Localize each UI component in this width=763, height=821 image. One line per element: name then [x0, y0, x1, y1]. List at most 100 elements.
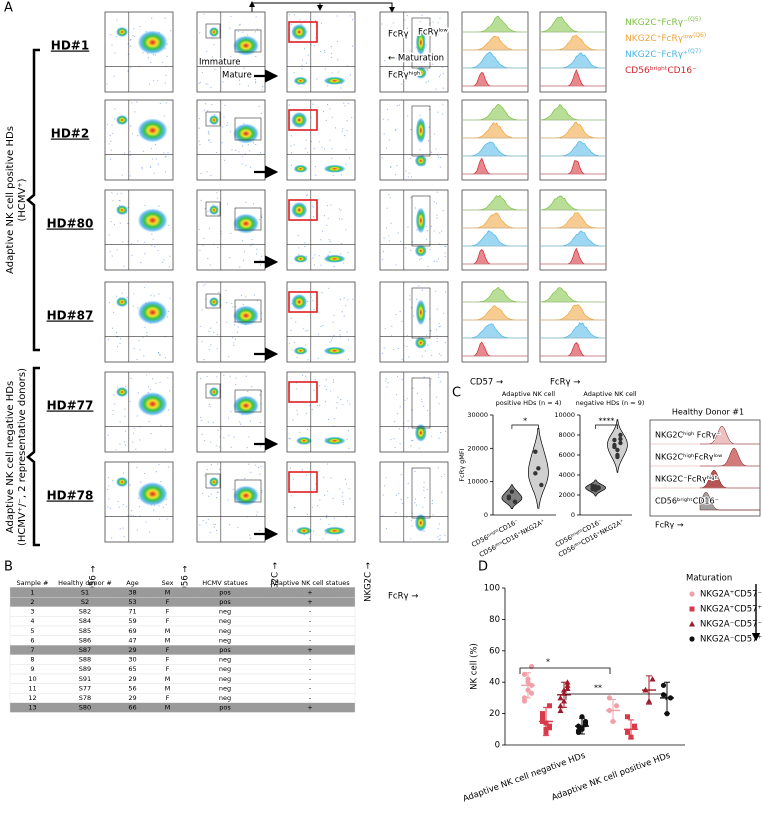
event-dot [118, 506, 120, 508]
event-dot [166, 518, 168, 520]
event-dot [116, 193, 118, 195]
event-dot [216, 321, 218, 323]
event-dot [201, 309, 203, 311]
event-dot [296, 409, 298, 411]
event-dot [129, 400, 131, 403]
gate [411, 17, 431, 69]
event-dot [245, 201, 247, 204]
data-point [512, 499, 518, 504]
data-point [547, 725, 552, 731]
event-dot [422, 506, 424, 508]
event-dot [318, 141, 320, 143]
event-dot [332, 497, 334, 500]
gate [411, 105, 431, 157]
density [209, 115, 219, 125]
event-dot [313, 488, 315, 490]
legend-marker [689, 621, 695, 627]
event-dot [340, 398, 342, 401]
event-dot [401, 379, 403, 381]
event-dot [322, 538, 324, 540]
event-dot [247, 390, 249, 393]
density [291, 24, 308, 40]
event-dot [129, 39, 131, 41]
table-cell: 29 [128, 646, 136, 654]
event-dot [383, 133, 385, 135]
event-dot [345, 483, 348, 485]
event-dot [396, 164, 398, 167]
legend-gate: (Q7) [688, 48, 701, 55]
event-dot [320, 239, 322, 241]
event-dot [425, 44, 427, 46]
event-dot [397, 347, 399, 350]
event-dot [395, 314, 397, 316]
legend-gate: (Q5) [688, 16, 701, 23]
density [209, 297, 219, 307]
event-dot [444, 252, 446, 254]
event-dot [320, 264, 322, 266]
event-dot [425, 238, 428, 240]
event-dot [132, 441, 134, 443]
data-point [612, 444, 617, 450]
event-dot [167, 377, 169, 379]
event-dot [260, 445, 262, 447]
event-dot [119, 528, 121, 530]
event-dot [340, 174, 343, 176]
event-dot [433, 58, 435, 60]
event-dot [146, 374, 148, 376]
event-dot [436, 260, 438, 263]
event-dot [410, 128, 412, 131]
event-dot [406, 15, 409, 17]
event-dot [442, 104, 444, 106]
event-dot [336, 539, 338, 541]
event-dot [419, 114, 421, 117]
table-cell: F [166, 656, 170, 664]
table-cell: + [307, 704, 312, 712]
event-dot [256, 248, 258, 250]
event-dot [320, 518, 322, 520]
event-dot [143, 355, 145, 357]
event-dot [124, 444, 127, 446]
event-dot [201, 71, 203, 74]
event-dot [211, 56, 213, 58]
flow-plot [196, 11, 266, 93]
event-dot [227, 417, 230, 419]
event-dot [440, 475, 442, 478]
gate [205, 293, 221, 309]
event-dot [229, 257, 231, 259]
event-dot [243, 250, 246, 253]
event-dot [231, 302, 233, 305]
event-dot [139, 349, 141, 351]
legend-marker [689, 591, 695, 597]
event-dot [319, 499, 321, 501]
event-dot [259, 394, 261, 396]
event-dot [203, 13, 205, 15]
event-dot [169, 390, 171, 392]
event-dot [418, 285, 420, 287]
event-dot [385, 528, 388, 530]
event-dot [130, 377, 132, 379]
event-dot [338, 218, 341, 220]
event-dot [342, 491, 344, 494]
event-dot [209, 531, 211, 534]
event-dot [148, 420, 150, 423]
event-dot [305, 330, 307, 332]
event-dot [111, 192, 113, 194]
histogram-stack [461, 11, 529, 93]
violin [501, 484, 523, 510]
event-dot [213, 44, 215, 46]
event-dot [399, 241, 402, 243]
event-dot [334, 418, 336, 420]
event-dot [147, 57, 149, 59]
panel-label: D [478, 560, 488, 575]
event-dot [387, 119, 389, 121]
event-dot [143, 286, 146, 289]
event-dot [155, 158, 157, 160]
event-dot [202, 492, 204, 495]
event-dot [410, 445, 412, 447]
event-dot [204, 283, 206, 285]
event-dot [331, 148, 333, 150]
event-dot [341, 218, 343, 220]
table-cell: F [166, 608, 170, 616]
event-dot [213, 523, 215, 525]
event-dot [401, 83, 403, 85]
